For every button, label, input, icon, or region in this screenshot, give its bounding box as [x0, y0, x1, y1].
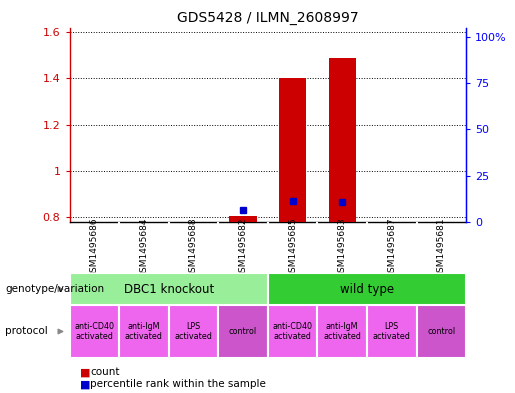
- Text: protocol: protocol: [5, 327, 48, 336]
- Text: GSM1495688: GSM1495688: [189, 217, 198, 278]
- Bar: [417, 305, 466, 358]
- Bar: [268, 273, 466, 305]
- Text: anti-IgM
activated: anti-IgM activated: [323, 322, 361, 341]
- Text: GSM1495687: GSM1495687: [387, 217, 396, 278]
- Text: DBC1 knockout: DBC1 knockout: [124, 283, 214, 296]
- Bar: [70, 273, 268, 305]
- Text: LPS
activated: LPS activated: [373, 322, 410, 341]
- Bar: [218, 305, 268, 358]
- Bar: [70, 305, 119, 358]
- Bar: [268, 305, 317, 358]
- Bar: [317, 305, 367, 358]
- Bar: [229, 215, 256, 222]
- Text: GSM1495686: GSM1495686: [90, 217, 99, 278]
- Text: anti-IgM
activated: anti-IgM activated: [125, 322, 163, 341]
- Text: genotype/variation: genotype/variation: [5, 284, 104, 294]
- Text: wild type: wild type: [340, 283, 394, 296]
- Text: count: count: [90, 367, 119, 377]
- Bar: [119, 305, 168, 358]
- Title: GDS5428 / ILMN_2608997: GDS5428 / ILMN_2608997: [177, 11, 358, 25]
- Bar: [367, 305, 417, 358]
- Text: GSM1495684: GSM1495684: [140, 217, 148, 278]
- Text: control: control: [427, 327, 455, 336]
- Bar: [279, 79, 306, 222]
- Text: LPS
activated: LPS activated: [175, 322, 212, 341]
- Text: percentile rank within the sample: percentile rank within the sample: [90, 379, 266, 389]
- Text: GSM1495682: GSM1495682: [238, 217, 248, 278]
- Text: control: control: [229, 327, 257, 336]
- Bar: [168, 305, 218, 358]
- Text: GSM1495681: GSM1495681: [437, 217, 446, 278]
- Text: GSM1495685: GSM1495685: [288, 217, 297, 278]
- Text: ■: ■: [80, 379, 90, 389]
- Text: ■: ■: [80, 367, 90, 377]
- Text: anti-CD40
activated: anti-CD40 activated: [272, 322, 313, 341]
- Text: GSM1495683: GSM1495683: [338, 217, 347, 278]
- Bar: [329, 58, 356, 222]
- Text: anti-CD40
activated: anti-CD40 activated: [74, 322, 114, 341]
